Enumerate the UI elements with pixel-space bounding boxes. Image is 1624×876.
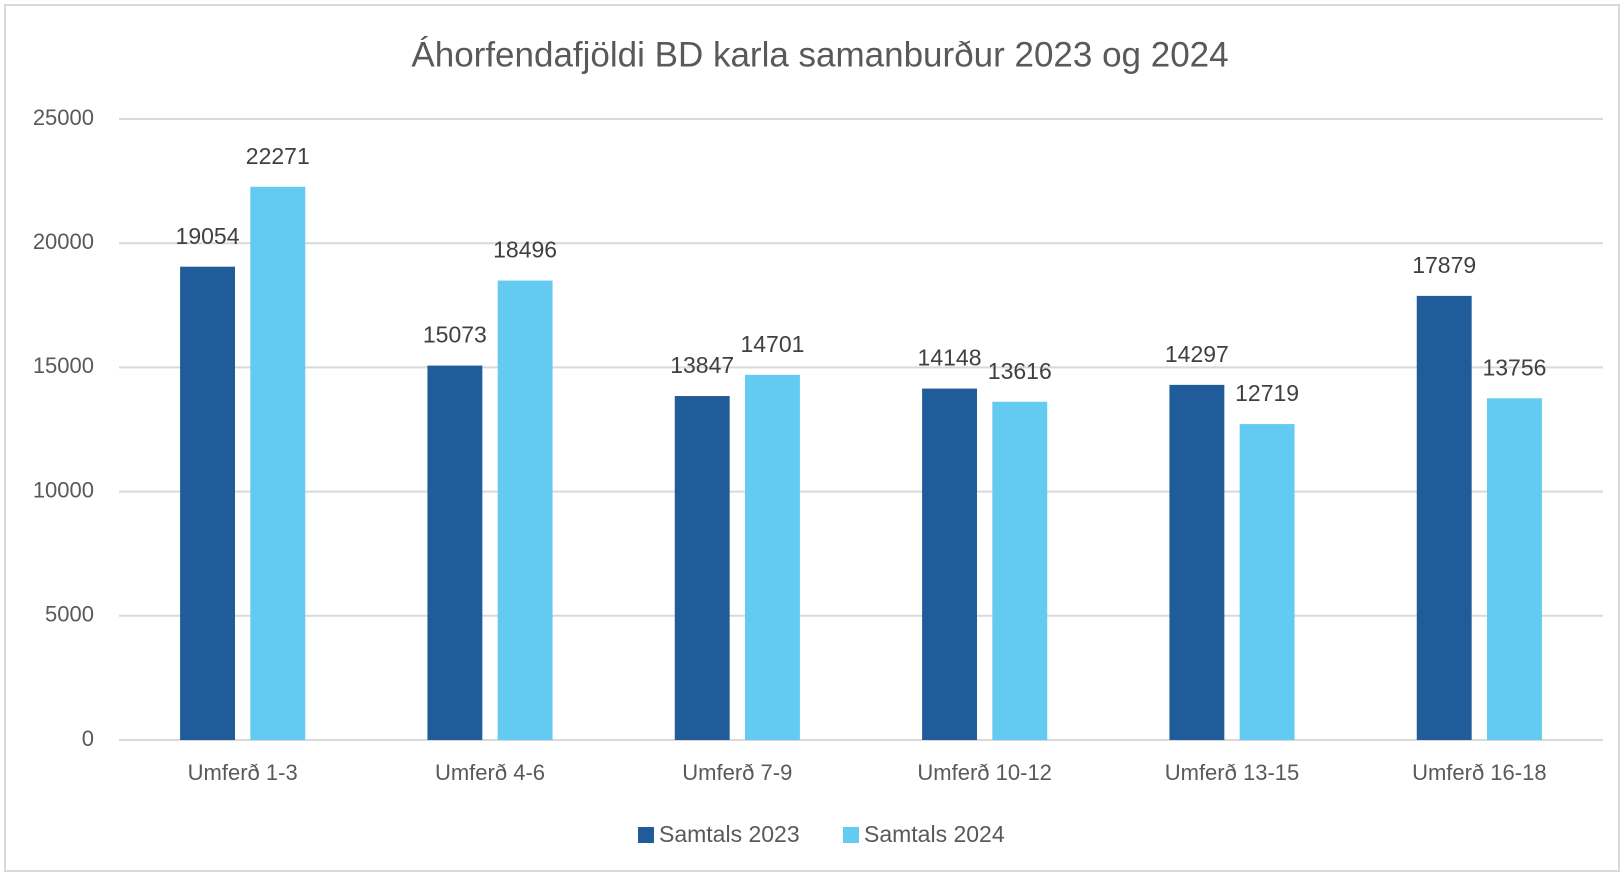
legend-swatch xyxy=(638,827,654,843)
data-label: 18496 xyxy=(493,237,557,263)
bar xyxy=(1169,384,1225,740)
data-label: 13847 xyxy=(670,352,734,378)
data-label: 14701 xyxy=(740,331,804,357)
y-tick-label: 5000 xyxy=(45,602,94,627)
legend-label: Samtals 2024 xyxy=(864,821,1005,847)
chart-border xyxy=(4,4,1620,872)
y-tick-label: 10000 xyxy=(33,477,94,502)
x-tick-label: Umferð 7-9 xyxy=(682,760,792,785)
data-label: 13756 xyxy=(1482,354,1546,380)
data-label: 22271 xyxy=(246,143,310,169)
legend-swatch xyxy=(843,827,859,843)
bar xyxy=(180,266,235,740)
data-label: 14297 xyxy=(1165,341,1229,367)
bar xyxy=(497,280,553,740)
data-label: 15073 xyxy=(423,322,487,348)
x-tick-label: Umferð 16-18 xyxy=(1412,760,1547,785)
y-tick-label: 25000 xyxy=(33,105,94,130)
bar xyxy=(1416,295,1472,740)
bar xyxy=(1487,398,1542,740)
bar xyxy=(427,365,483,740)
x-tick-label: Umferð 13-15 xyxy=(1165,760,1300,785)
x-tick-label: Umferð 4-6 xyxy=(435,760,545,785)
bar xyxy=(674,396,730,740)
bar xyxy=(992,401,1048,740)
y-tick-label: 0 xyxy=(82,726,94,751)
bar xyxy=(1239,424,1295,740)
bar xyxy=(922,388,977,740)
data-label: 13616 xyxy=(988,358,1052,384)
legend-label: Samtals 2023 xyxy=(659,821,800,847)
data-label: 19054 xyxy=(176,223,240,249)
bar xyxy=(250,186,306,741)
data-label: 17879 xyxy=(1412,252,1476,278)
data-label: 14148 xyxy=(918,345,982,371)
data-label: 12719 xyxy=(1235,380,1299,406)
chart-title: Áhorfendafjöldi BD karla samanburður 202… xyxy=(411,35,1228,74)
bar xyxy=(745,374,800,740)
y-tick-label: 20000 xyxy=(33,229,94,254)
y-tick-label: 15000 xyxy=(33,353,94,378)
x-tick-label: Umferð 10-12 xyxy=(917,760,1052,785)
x-tick-label: Umferð 1-3 xyxy=(188,760,298,785)
